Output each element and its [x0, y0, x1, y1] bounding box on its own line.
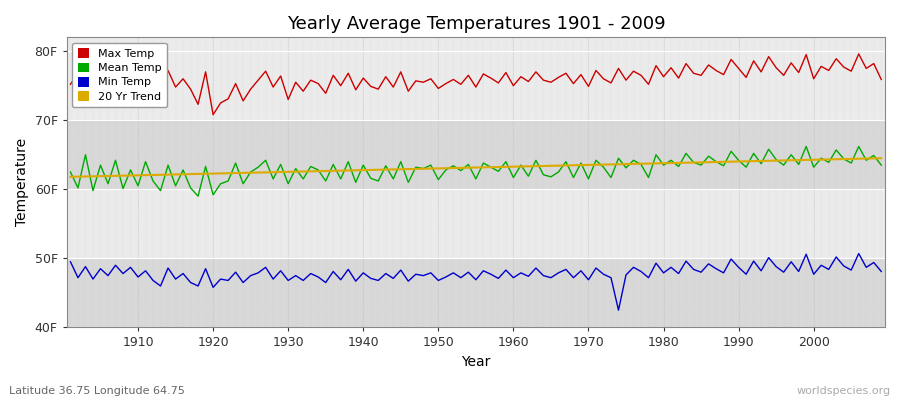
Legend: Max Temp, Mean Temp, Min Temp, 20 Yr Trend: Max Temp, Mean Temp, Min Temp, 20 Yr Tre…: [72, 43, 167, 107]
X-axis label: Year: Year: [461, 355, 491, 369]
Bar: [67, 120, 885, 189]
Text: Latitude 36.75 Longitude 64.75: Latitude 36.75 Longitude 64.75: [9, 386, 184, 396]
Bar: [67, 258, 885, 328]
Bar: [67, 51, 885, 120]
Bar: [67, 189, 885, 258]
Text: worldspecies.org: worldspecies.org: [796, 386, 891, 396]
Title: Yearly Average Temperatures 1901 - 2009: Yearly Average Temperatures 1901 - 2009: [286, 15, 665, 33]
Y-axis label: Temperature: Temperature: [15, 138, 29, 226]
